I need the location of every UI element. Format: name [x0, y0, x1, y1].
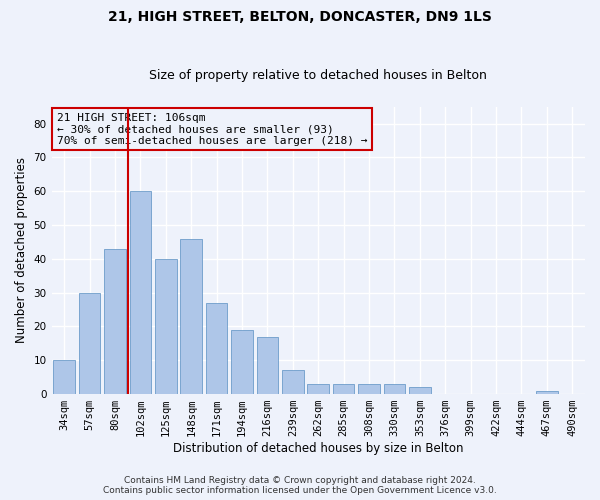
X-axis label: Distribution of detached houses by size in Belton: Distribution of detached houses by size …: [173, 442, 464, 455]
Bar: [130, 192, 151, 394]
Bar: [104, 248, 126, 394]
Text: 21, HIGH STREET, BELTON, DONCASTER, DN9 1LS: 21, HIGH STREET, BELTON, DONCASTER, DN9 …: [108, 10, 492, 24]
Text: Contains HM Land Registry data © Crown copyright and database right 2024.
Contai: Contains HM Land Registry data © Crown c…: [103, 476, 497, 495]
Bar: [282, 370, 304, 394]
Bar: [155, 259, 176, 394]
Bar: [181, 238, 202, 394]
Bar: [307, 384, 329, 394]
Bar: [257, 336, 278, 394]
Bar: [536, 390, 557, 394]
Text: 21 HIGH STREET: 106sqm
← 30% of detached houses are smaller (93)
70% of semi-det: 21 HIGH STREET: 106sqm ← 30% of detached…: [57, 112, 367, 146]
Bar: [383, 384, 405, 394]
Bar: [231, 330, 253, 394]
Bar: [53, 360, 75, 394]
Title: Size of property relative to detached houses in Belton: Size of property relative to detached ho…: [149, 69, 487, 82]
Bar: [409, 388, 431, 394]
Bar: [79, 292, 100, 394]
Bar: [333, 384, 355, 394]
Y-axis label: Number of detached properties: Number of detached properties: [15, 158, 28, 344]
Bar: [206, 303, 227, 394]
Bar: [358, 384, 380, 394]
